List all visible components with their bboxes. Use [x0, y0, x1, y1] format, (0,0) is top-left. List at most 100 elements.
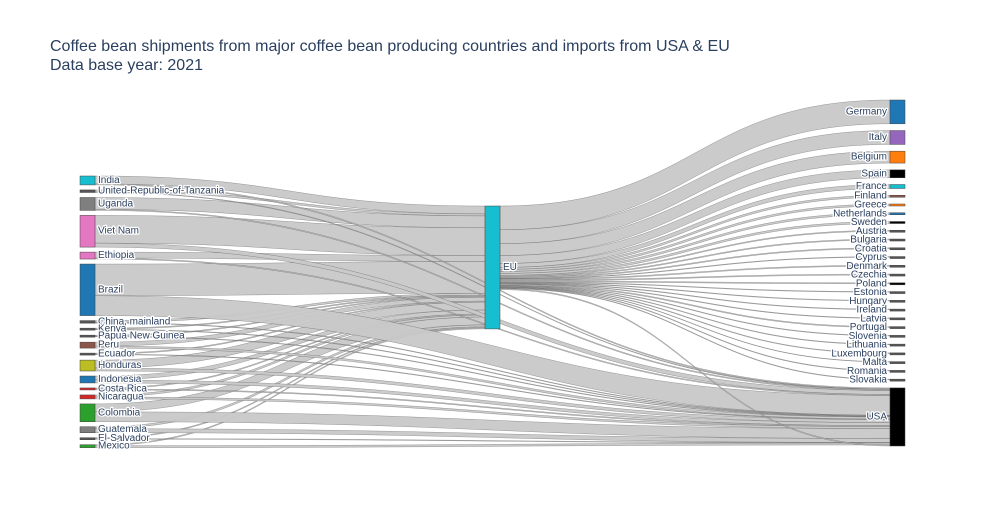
node-germany[interactable]	[889, 99, 906, 125]
label-romania: Romania	[847, 366, 887, 377]
node-india[interactable]	[79, 175, 96, 186]
node-ethiopia[interactable]	[79, 251, 96, 260]
node-cyprus[interactable]	[889, 256, 906, 259]
label-ethiopia: Ethiopia	[98, 250, 135, 261]
label-finland: Finland	[854, 191, 887, 202]
links-layer	[94, 99, 891, 448]
node-portugal[interactable]	[889, 326, 906, 329]
node-bulgaria[interactable]	[889, 238, 906, 242]
label-portugal: Portugal	[850, 322, 887, 333]
label-poland: Poland	[856, 278, 887, 289]
label-sweden: Sweden	[851, 217, 887, 228]
label-czechia: Czechia	[851, 270, 888, 281]
label-papua-new-guinea: Papua New Guinea	[98, 331, 185, 342]
chart-title: Coffee bean shipments from major coffee …	[50, 38, 730, 55]
node-mexico[interactable]	[79, 444, 96, 448]
node-czechia[interactable]	[889, 273, 906, 277]
node-luxembourg[interactable]	[889, 352, 906, 356]
label-luxembourg: Luxembourg	[831, 348, 887, 359]
label-croatia: Croatia	[855, 243, 888, 254]
label-mexico: Mexico	[98, 441, 130, 452]
label-brazil: Brazil	[98, 284, 123, 295]
label-india: India	[98, 175, 120, 186]
node-slovenia[interactable]	[889, 335, 906, 338]
node-greece[interactable]	[889, 203, 906, 207]
label-belgium: Belgium	[851, 152, 887, 163]
node-peru[interactable]	[79, 341, 96, 349]
node-belgium[interactable]	[889, 150, 906, 164]
label-united-republic-of-tanzania: United-Republic-of-Tanzania	[98, 186, 225, 197]
label-indonesia: Indonesia	[98, 374, 142, 385]
node-eu[interactable]	[484, 205, 501, 330]
label-france: France	[856, 181, 888, 192]
label-slovenia: Slovenia	[849, 331, 888, 342]
label-honduras: Honduras	[98, 360, 141, 371]
label-china-mainland: China, mainland	[98, 316, 170, 327]
node-latvia[interactable]	[889, 317, 906, 321]
node-romania[interactable]	[889, 370, 906, 373]
label-costa-rica: Costa Rica	[98, 383, 147, 394]
node-austria[interactable]	[889, 230, 906, 233]
node-spain[interactable]	[889, 169, 906, 179]
node-ecuador[interactable]	[79, 352, 96, 356]
nodes-layer	[79, 99, 906, 448]
node-ireland[interactable]	[889, 308, 906, 312]
label-uganda: Uganda	[98, 198, 133, 209]
node-malta[interactable]	[889, 361, 906, 364]
node-netherlands[interactable]	[889, 212, 906, 216]
label-greece: Greece	[854, 200, 887, 211]
chart-subtitle: Data base year: 2021	[50, 57, 203, 74]
node-united-republic-of-tanzania[interactable]	[79, 189, 96, 193]
label-italy: Italy	[869, 132, 887, 143]
label-kenya: Kenya	[98, 324, 127, 335]
link-mexico-to-usa[interactable]	[94, 442, 891, 448]
label-eu: EU	[503, 262, 517, 273]
node-colombia[interactable]	[79, 403, 96, 423]
node-papua-new-guinea[interactable]	[79, 334, 96, 338]
node-viet-nam[interactable]	[79, 215, 96, 248]
node-kenya[interactable]	[79, 327, 96, 331]
label-el-salvador: El-Salvador	[98, 433, 150, 444]
node-sweden[interactable]	[889, 221, 906, 224]
node-el-salvador[interactable]	[79, 437, 96, 440]
node-slovakia[interactable]	[889, 378, 906, 382]
label-ireland: Ireland	[856, 305, 887, 316]
node-denmark[interactable]	[889, 265, 906, 268]
label-latvia: Latvia	[860, 313, 887, 324]
node-finland[interactable]	[889, 194, 906, 198]
node-italy[interactable]	[889, 130, 906, 145]
label-lithuania: Lithuania	[846, 340, 887, 351]
label-guatemala: Guatemala	[98, 424, 147, 435]
node-lithuania[interactable]	[889, 343, 906, 347]
label-colombia: Colombia	[98, 407, 141, 418]
node-croatia[interactable]	[889, 247, 906, 251]
node-guatemala[interactable]	[79, 426, 96, 433]
label-estonia: Estonia	[854, 287, 888, 298]
label-spain: Spain	[861, 168, 887, 179]
node-france[interactable]	[889, 184, 906, 189]
node-china-mainland[interactable]	[79, 320, 96, 324]
label-viet-nam: Viet Nam	[98, 226, 139, 237]
node-hungary[interactable]	[889, 300, 906, 303]
label-peru: Peru	[98, 340, 119, 351]
node-usa[interactable]	[889, 387, 906, 447]
node-brazil[interactable]	[79, 263, 96, 316]
node-uganda[interactable]	[79, 197, 96, 211]
label-cyprus: Cyprus	[855, 252, 887, 263]
node-honduras[interactable]	[79, 359, 96, 372]
label-nicaragua: Nicaragua	[98, 391, 144, 402]
node-poland[interactable]	[889, 282, 906, 286]
label-malta: Malta	[863, 357, 888, 368]
node-nicaragua[interactable]	[79, 394, 96, 400]
label-usa: USA	[866, 411, 887, 422]
node-indonesia[interactable]	[79, 375, 96, 384]
label-netherlands: Netherlands	[833, 208, 887, 219]
link-brazil-to-eu[interactable]	[94, 261, 486, 296]
node-estonia[interactable]	[889, 291, 906, 294]
label-hungary: Hungary	[849, 296, 887, 307]
node-costa-rica[interactable]	[79, 387, 96, 391]
label-ecuador: Ecuador	[98, 349, 136, 360]
label-germany: Germany	[846, 106, 887, 117]
